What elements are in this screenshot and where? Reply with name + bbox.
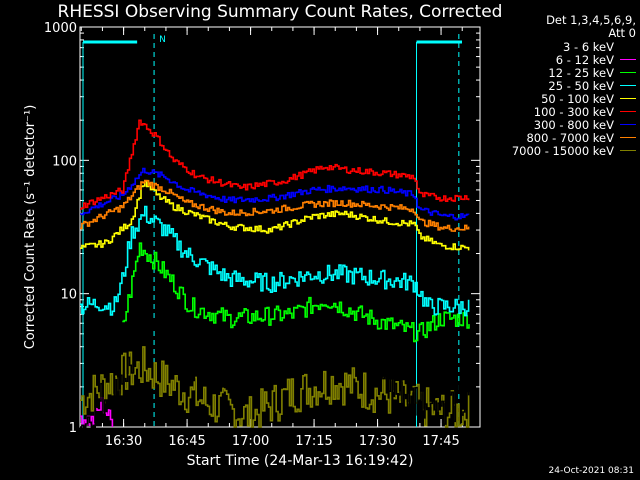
legend-swatch bbox=[620, 46, 636, 47]
x-tick-label: 16:45 bbox=[168, 434, 205, 449]
series-line-3 bbox=[80, 205, 470, 317]
legend-item: 100 - 300 keV bbox=[470, 104, 636, 119]
x-tick-label: 17:45 bbox=[422, 434, 459, 449]
series-line-7 bbox=[80, 179, 470, 232]
legend-swatch bbox=[620, 98, 636, 99]
legend-swatch bbox=[620, 72, 636, 73]
series-line-5 bbox=[80, 119, 470, 210]
legend-item-label: 25 - 50 keV bbox=[548, 78, 614, 93]
legend-swatch bbox=[620, 85, 636, 86]
series-line-1 bbox=[80, 397, 114, 427]
legend-item: 50 - 100 keV bbox=[470, 91, 636, 106]
x-tick-label: 17:00 bbox=[232, 434, 269, 449]
legend-header-detectors: Det 1,3,4,5,6,9, bbox=[546, 13, 636, 27]
generation-timestamp: 24-Oct-2021 08:31 bbox=[548, 466, 634, 476]
legend-item-label: 800 - 7000 keV bbox=[526, 130, 614, 145]
legend-item-label: 3 - 6 keV bbox=[563, 39, 614, 54]
legend-item-label: 7000 - 15000 keV bbox=[511, 143, 614, 158]
legend: Det 1,3,4,5,6,9, Att 0 3 - 6 keV 6 - 12 k… bbox=[470, 13, 636, 158]
legend-item-label: 300 - 800 keV bbox=[533, 117, 614, 132]
legend-swatch bbox=[620, 137, 636, 138]
legend-item-label: 50 - 100 keV bbox=[541, 91, 614, 106]
legend-item-label: 100 - 300 keV bbox=[533, 104, 614, 119]
legend-item-label: 12 - 25 keV bbox=[548, 65, 614, 80]
legend-swatch bbox=[620, 124, 636, 125]
y-tick-label: 100 bbox=[52, 154, 77, 169]
legend-swatch bbox=[620, 111, 636, 112]
plot-frame bbox=[79, 26, 481, 428]
legend-item-label: 6 - 12 keV bbox=[555, 52, 614, 67]
y-axis-label: Corrected Count Rate (s⁻¹ detector⁻¹) bbox=[23, 105, 38, 350]
series-line-0 bbox=[80, 311, 470, 428]
x-tick-label: 17:30 bbox=[359, 434, 396, 449]
series-line-6 bbox=[80, 167, 470, 221]
legend-item: 25 - 50 keV bbox=[470, 78, 636, 93]
x-axis-label: Start Time (24-Mar-13 16:19:42) bbox=[187, 453, 414, 469]
attenuator-marker-label: N bbox=[159, 35, 166, 45]
legend-header-attenuator: Att 0 bbox=[608, 26, 636, 40]
y-tick-label: 1000 bbox=[44, 21, 77, 36]
x-tick-label: 16:30 bbox=[105, 434, 142, 449]
series-line-8 bbox=[80, 346, 470, 428]
legend-item: 800 - 7000 keV bbox=[470, 130, 636, 145]
series-line-2 bbox=[122, 242, 470, 343]
legend-item: 12 - 25 keV bbox=[470, 65, 636, 80]
legend-item: 6 - 12 keV bbox=[470, 52, 636, 67]
y-tick-label: 1 bbox=[69, 421, 77, 436]
legend-item: 300 - 800 keV bbox=[470, 117, 636, 132]
legend-item: 7000 - 15000 keV bbox=[470, 143, 636, 158]
y-tick-label: 10 bbox=[60, 288, 77, 303]
x-tick-label: 17:15 bbox=[295, 434, 332, 449]
legend-item: 3 - 6 keV bbox=[470, 39, 636, 54]
legend-swatch bbox=[620, 150, 636, 151]
legend-swatch bbox=[620, 59, 636, 60]
chart-title: RHESSI Observing Summary Count Rates, Co… bbox=[57, 2, 503, 22]
